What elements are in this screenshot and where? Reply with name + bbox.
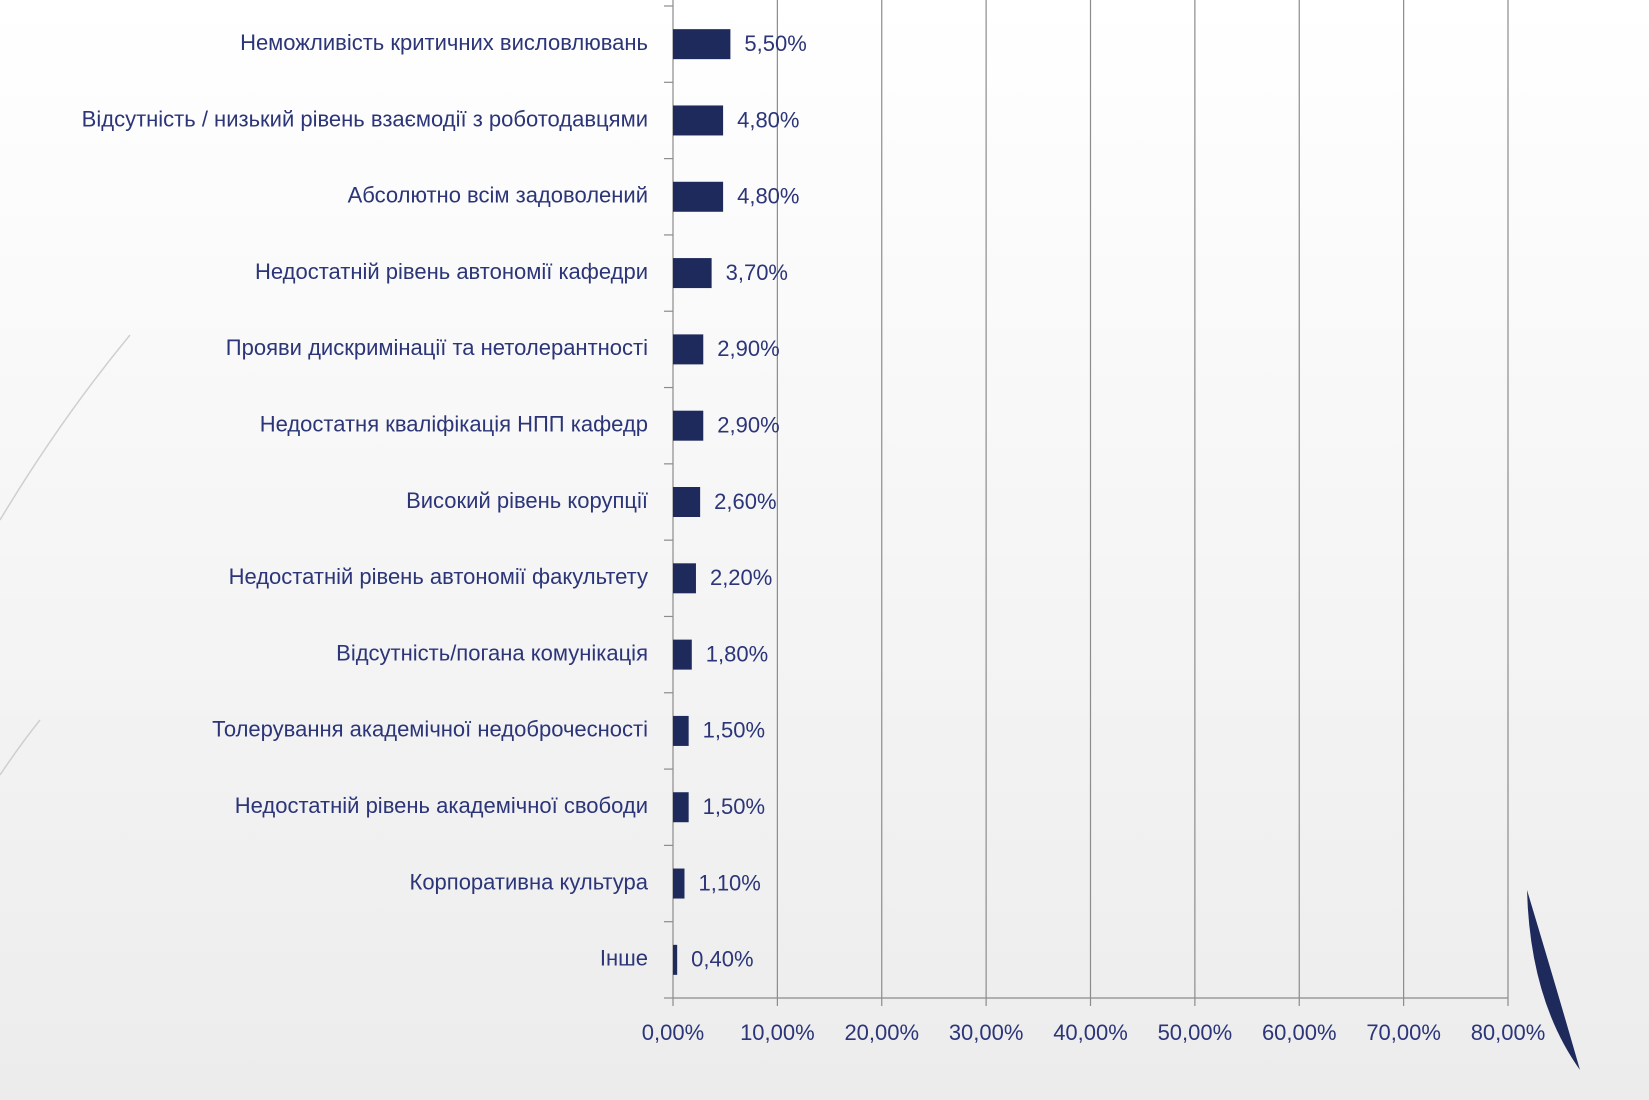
bar bbox=[673, 563, 696, 594]
bar bbox=[673, 715, 689, 746]
data-label: 2,20% bbox=[710, 565, 772, 590]
bar bbox=[673, 944, 678, 975]
x-tick-label: 10,00% bbox=[740, 1020, 815, 1045]
decoration bbox=[0, 334, 131, 521]
bar bbox=[673, 487, 701, 517]
decoration bbox=[0, 719, 41, 776]
bar bbox=[673, 410, 704, 441]
bar bbox=[673, 29, 731, 60]
decoration bbox=[1527, 890, 1580, 1070]
data-label: 1,50% bbox=[703, 794, 765, 819]
data-label: 4,80% bbox=[737, 184, 799, 209]
x-tick-label: 50,00% bbox=[1158, 1020, 1233, 1045]
data-label: 2,90% bbox=[717, 413, 779, 438]
bar bbox=[673, 639, 692, 670]
y-tick-label: Корпоративна культура bbox=[410, 869, 649, 894]
data-label: 4,80% bbox=[737, 107, 799, 132]
bar bbox=[673, 868, 685, 899]
y-tick-label: Інше bbox=[600, 946, 648, 971]
data-label: 2,60% bbox=[714, 489, 776, 514]
x-tick-label: 20,00% bbox=[844, 1020, 919, 1045]
x-tick-label: 80,00% bbox=[1471, 1020, 1546, 1045]
y-tick-label: Недостатній рівень автономії кафедри bbox=[255, 259, 648, 284]
x-tick-label: 70,00% bbox=[1366, 1020, 1441, 1045]
data-label: 5,50% bbox=[744, 31, 806, 56]
data-label: 3,70% bbox=[726, 260, 788, 285]
y-tick-label: Недостатній рівень академічної свободи bbox=[235, 793, 648, 818]
y-tick-label: Прояви дискримінації та нетолерантності bbox=[226, 335, 648, 360]
data-label: 0,40% bbox=[691, 947, 753, 972]
bar bbox=[673, 181, 724, 212]
y-tick-label: Недостатня кваліфікація НПП кафедр bbox=[260, 412, 648, 437]
y-tick-label: Неможливість критичних висловлювань bbox=[240, 30, 648, 55]
bar bbox=[673, 258, 712, 289]
y-tick-label: Відсутність/погана комунікація bbox=[336, 640, 648, 665]
bar bbox=[673, 105, 724, 136]
data-label: 1,80% bbox=[706, 641, 768, 666]
y-tick-label: Відсутність / низький рівень взаємодії з… bbox=[82, 106, 648, 131]
bar bbox=[673, 334, 704, 365]
data-label: 1,50% bbox=[703, 718, 765, 743]
data-label: 2,90% bbox=[717, 336, 779, 361]
y-tick-label: Високий рівень корупції bbox=[406, 488, 648, 513]
y-tick-label: Толерування академічної недоброчесності bbox=[212, 717, 648, 742]
x-tick-label: 60,00% bbox=[1262, 1020, 1337, 1045]
data-label: 1,10% bbox=[698, 870, 760, 895]
y-tick-label: Недостатній рівень автономії факультету bbox=[229, 564, 648, 589]
x-tick-label: 40,00% bbox=[1053, 1020, 1128, 1045]
x-tick-label: 30,00% bbox=[949, 1020, 1024, 1045]
x-tick-label: 0,00% bbox=[642, 1020, 704, 1045]
bar bbox=[673, 792, 689, 823]
y-tick-label: Абсолютно всім задоволений bbox=[348, 183, 648, 208]
